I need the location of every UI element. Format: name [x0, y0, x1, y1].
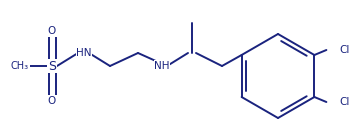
- Text: O: O: [48, 26, 56, 36]
- Text: CH₃: CH₃: [11, 61, 29, 71]
- Text: NH: NH: [154, 61, 170, 71]
- Text: Cl: Cl: [339, 45, 350, 55]
- Text: HN: HN: [76, 48, 92, 58]
- Text: S: S: [48, 59, 56, 72]
- Text: O: O: [48, 96, 56, 106]
- Text: Cl: Cl: [339, 97, 350, 107]
